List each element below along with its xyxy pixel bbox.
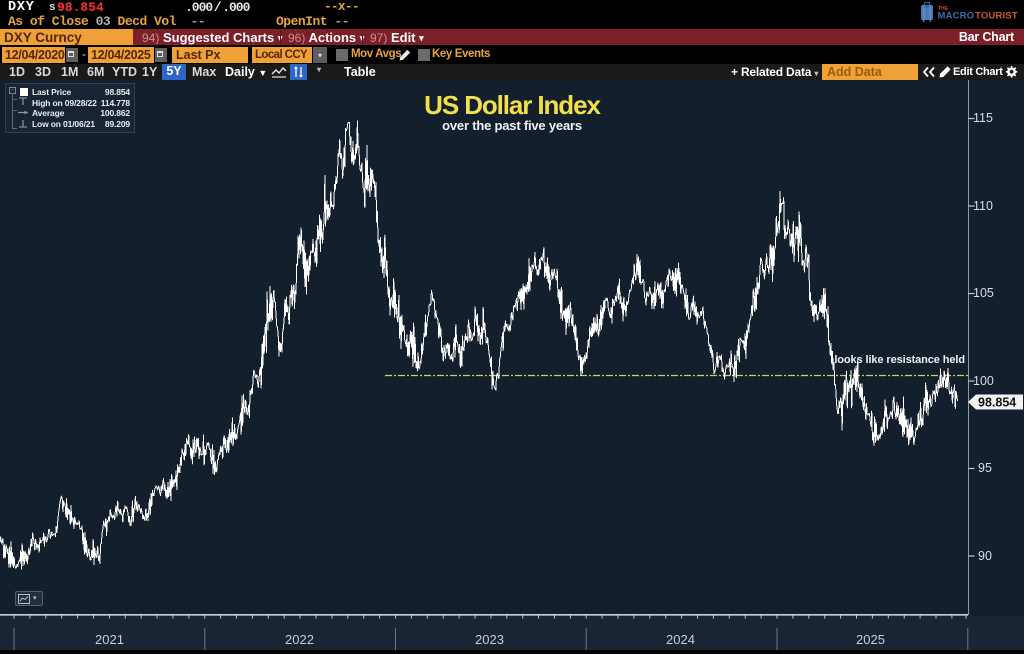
svg-text:98.854: 98.854 [978, 396, 1016, 410]
svg-text:TOURIST: TOURIST [975, 11, 1018, 22]
svg-text:THE: THE [938, 6, 949, 12]
svg-text:MACRO: MACRO [938, 11, 975, 22]
